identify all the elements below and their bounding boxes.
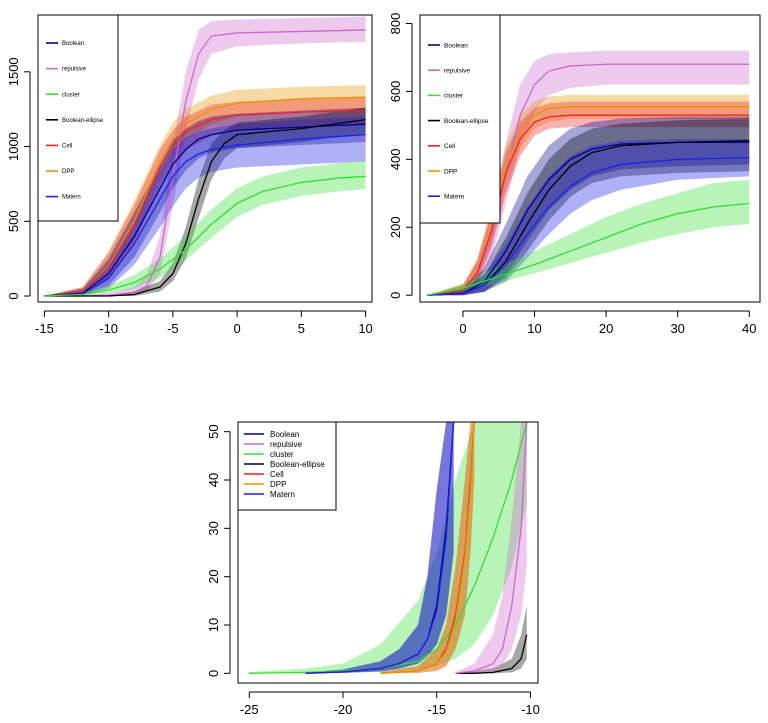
chart-panel-top-right: 0 10 20 30 400200400600800Booleanrepulsivecl… — [388, 13, 761, 336]
legend-label: Cell — [444, 143, 456, 150]
line-dpp — [427, 106, 750, 296]
plot-area — [44, 16, 366, 297]
band-cell — [427, 101, 750, 296]
line-matern — [44, 133, 366, 297]
x-tick-label: 5 — [298, 321, 305, 336]
band-cell — [380, 422, 475, 674]
x-tick-label: -25 — [240, 702, 259, 717]
y-tick-label: 500 — [6, 210, 21, 232]
band-cell — [44, 97, 366, 297]
plot-area — [249, 422, 528, 674]
y-tick-label: 10 — [206, 618, 221, 632]
line-repulsive — [427, 63, 750, 296]
legend-box — [237, 421, 337, 511]
legend-label: DPP — [270, 480, 286, 489]
x-tick-label: -15 — [427, 702, 446, 717]
legend-box — [419, 14, 501, 224]
legend-label: Boolean — [270, 430, 299, 439]
line-boolean-ellipse — [44, 118, 366, 297]
legend-label: DPP — [444, 168, 457, 175]
y-tick-label: 800 — [388, 13, 403, 35]
band-cluster — [427, 179, 750, 296]
line-matern — [427, 157, 750, 296]
x-tick-label: 30 — [670, 321, 684, 336]
chart-panel-top-left: -15 -10 -5 0 5 10 0 500 1000 1500 Boolean repulsive… — [6, 14, 373, 336]
y-tick-label: 0 — [206, 670, 221, 677]
band-boolean-ellipse — [455, 605, 527, 674]
band-cluster — [44, 160, 366, 297]
line-cluster — [427, 202, 750, 296]
legend-label: DPP — [62, 169, 74, 175]
y-tick-label: 600 — [388, 81, 403, 103]
plot-area — [427, 50, 750, 296]
legend-label: cluster — [62, 92, 80, 98]
band-boolean — [44, 107, 366, 297]
legend-label: cluster — [270, 450, 294, 459]
x-tick-label: 0 — [459, 321, 466, 336]
line-repulsive — [455, 422, 528, 674]
legend-label: repulsive — [444, 67, 470, 74]
x-tick-label: -15 — [35, 321, 54, 336]
line-cluster — [249, 422, 528, 674]
plot-frame — [237, 421, 539, 684]
x-tick-label: 40 — [742, 321, 756, 336]
legend: Boolean repulsive cluster Boolean-ellipse Ce… — [37, 14, 119, 222]
band-dpp — [427, 94, 750, 296]
x-tick-label: 20 — [599, 321, 613, 336]
y-tick-label: 0 — [6, 292, 21, 299]
legend-box — [37, 14, 119, 222]
band-boolean-ellipse — [427, 118, 750, 296]
band-repulsive — [427, 50, 750, 296]
y-tick-label: 1500 — [6, 57, 21, 86]
chart-panel-bottom: -25 -20 -15 -10 0 10 20 30 40 50 Booleanrepulsivec… — [206, 421, 540, 717]
legend-label: Matern — [270, 490, 295, 499]
line-dpp — [380, 422, 475, 674]
legend-label: cluster — [444, 93, 464, 100]
y-tick-label: 200 — [388, 216, 403, 238]
y-tick-label: 1000 — [6, 132, 21, 161]
line-boolean — [44, 123, 366, 297]
y-tick-label: 20 — [206, 569, 221, 583]
legend: BooleanrepulsiveclusterBoolean-ellipseCe… — [237, 421, 337, 511]
x-tick-label: 0 — [233, 321, 240, 336]
x-tick-label: 10 — [527, 321, 541, 336]
y-tick-label: 30 — [206, 521, 221, 535]
x-tick-label: 10 — [358, 321, 372, 336]
line-cell — [44, 110, 366, 297]
y-tick-label: 0 — [388, 292, 403, 299]
legend-label: Boolean-ellipse — [444, 118, 489, 125]
line-cell — [427, 114, 750, 296]
legend-label: Matern — [62, 195, 81, 201]
legend-label: Boolean — [444, 42, 468, 49]
band-dpp — [380, 422, 475, 674]
band-repulsive — [455, 422, 527, 674]
line-cluster — [44, 175, 366, 297]
x-tick-label: -10 — [99, 321, 118, 336]
y-tick-label: 50 — [206, 424, 221, 438]
band-boolean — [427, 116, 750, 296]
line-matern — [305, 422, 455, 674]
legend-label: Boolean-ellipse — [270, 460, 325, 469]
legend-label: Matern — [444, 193, 465, 200]
line-boolean — [427, 141, 750, 296]
legend-label: Cell — [62, 144, 72, 150]
x-tick-label: -10 — [521, 702, 540, 717]
legend-label: Boolean — [62, 41, 84, 47]
legend-label: Boolean-ellipse — [62, 118, 104, 124]
y-tick-label: 40 — [206, 473, 221, 487]
band-dpp — [44, 85, 366, 297]
line-boolean-ellipse — [455, 634, 528, 674]
band-boolean-ellipse — [44, 107, 366, 297]
x-tick-label: -20 — [334, 702, 353, 717]
line-dpp — [44, 96, 366, 297]
legend-label: repulsive — [62, 67, 87, 73]
legend-label: Cell — [270, 470, 284, 479]
x-tick-label: -5 — [167, 321, 179, 336]
legend-label: repulsive — [270, 440, 303, 449]
band-matern — [427, 138, 750, 296]
legend: Boolean repulsive cluster Boolean-ellipse Ce… — [419, 14, 501, 224]
y-tick-label: 400 — [388, 148, 403, 170]
